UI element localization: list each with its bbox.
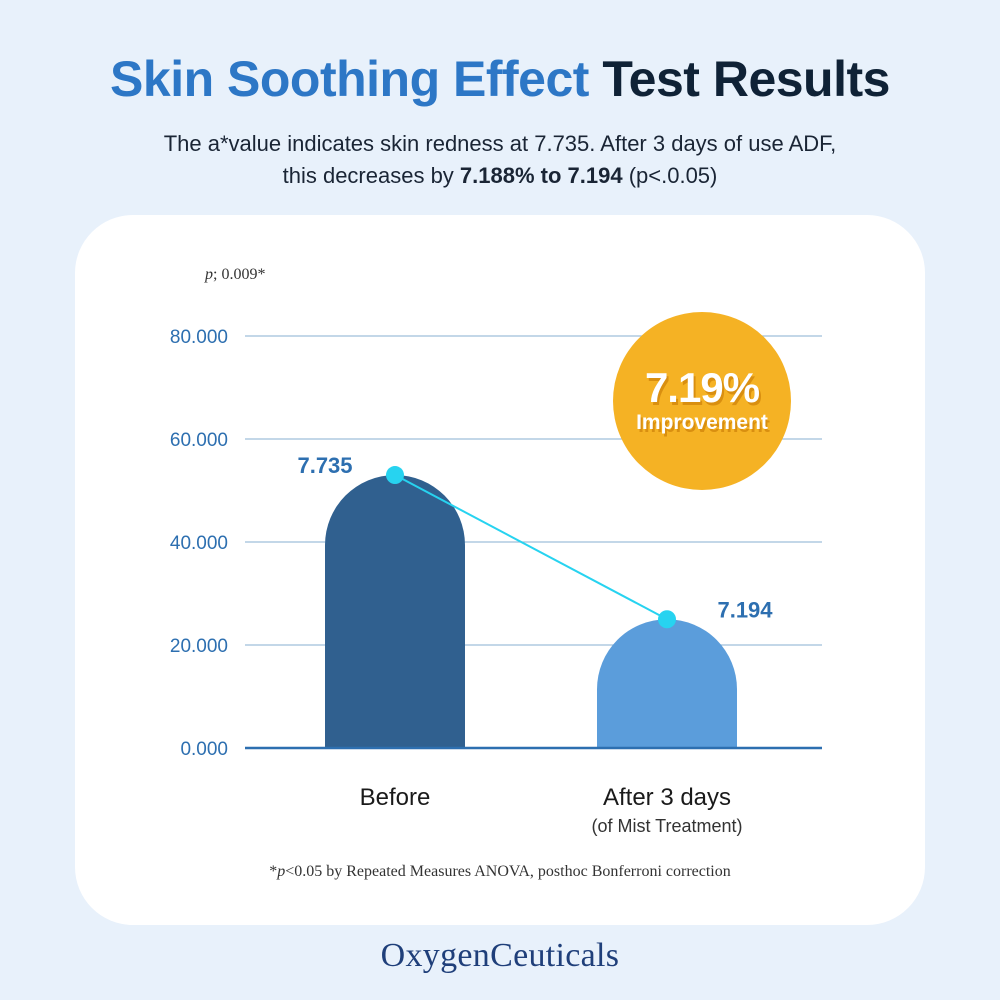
subtitle-line-1: The a*value indicates skin redness at 7.…: [163, 131, 837, 156]
x-tick-sublabel: (of Mist Treatment): [591, 816, 742, 836]
subtitle: The a*value indicates skin redness at 7.…: [0, 128, 1000, 192]
subtitle-prefix: this decreases by: [282, 163, 460, 188]
brand-logo: OxygenCeuticals: [380, 937, 620, 974]
y-tick-label: 20.000: [170, 636, 228, 657]
page-title: Skin Soothing Effect Test Results: [0, 50, 1000, 108]
subtitle-line-2: this decreases by 7.188% to 7.194 (p<.0.…: [0, 160, 1000, 192]
chart-card: [75, 215, 925, 925]
p-value-text: ; 0.009*: [213, 266, 266, 283]
data-label: 7.194: [717, 597, 773, 622]
improvement-badge: 7.19% Improvement: [613, 312, 791, 490]
footnote-text: <0.05 by Repeated Measures ANOVA, postho…: [285, 863, 731, 880]
y-tick-label: 0.000: [180, 739, 228, 760]
bar: [325, 475, 465, 748]
data-point: [658, 610, 676, 629]
subtitle-suffix: (p<.0.05): [622, 163, 718, 188]
data-label: 7.735: [297, 453, 352, 478]
p-value-note: p; 0.009*: [205, 266, 265, 284]
x-tick-label: After 3 days: [603, 784, 731, 811]
data-point: [386, 466, 404, 485]
improvement-label: Improvement: [636, 411, 768, 434]
y-tick-label: 80.000: [170, 327, 228, 348]
p-symbol: p: [205, 266, 213, 283]
footnote-p-symbol: p: [277, 863, 286, 880]
x-tick-label: Before: [360, 784, 431, 811]
footnote-prefix: *: [269, 863, 278, 880]
subtitle-highlight: 7.188% to 7.194: [459, 163, 623, 188]
y-tick-label: 40.000: [170, 533, 228, 554]
footnote: *p<0.05 by Repeated Measures ANOVA, post…: [0, 863, 1000, 881]
trend-line: [394, 474, 668, 621]
bar: [597, 619, 737, 748]
title-rest: Test Results: [602, 51, 890, 107]
improvement-percent: 7.19%: [644, 364, 760, 411]
y-tick-label: 60.000: [170, 430, 228, 451]
title-highlight: Skin Soothing Effect: [110, 51, 589, 107]
